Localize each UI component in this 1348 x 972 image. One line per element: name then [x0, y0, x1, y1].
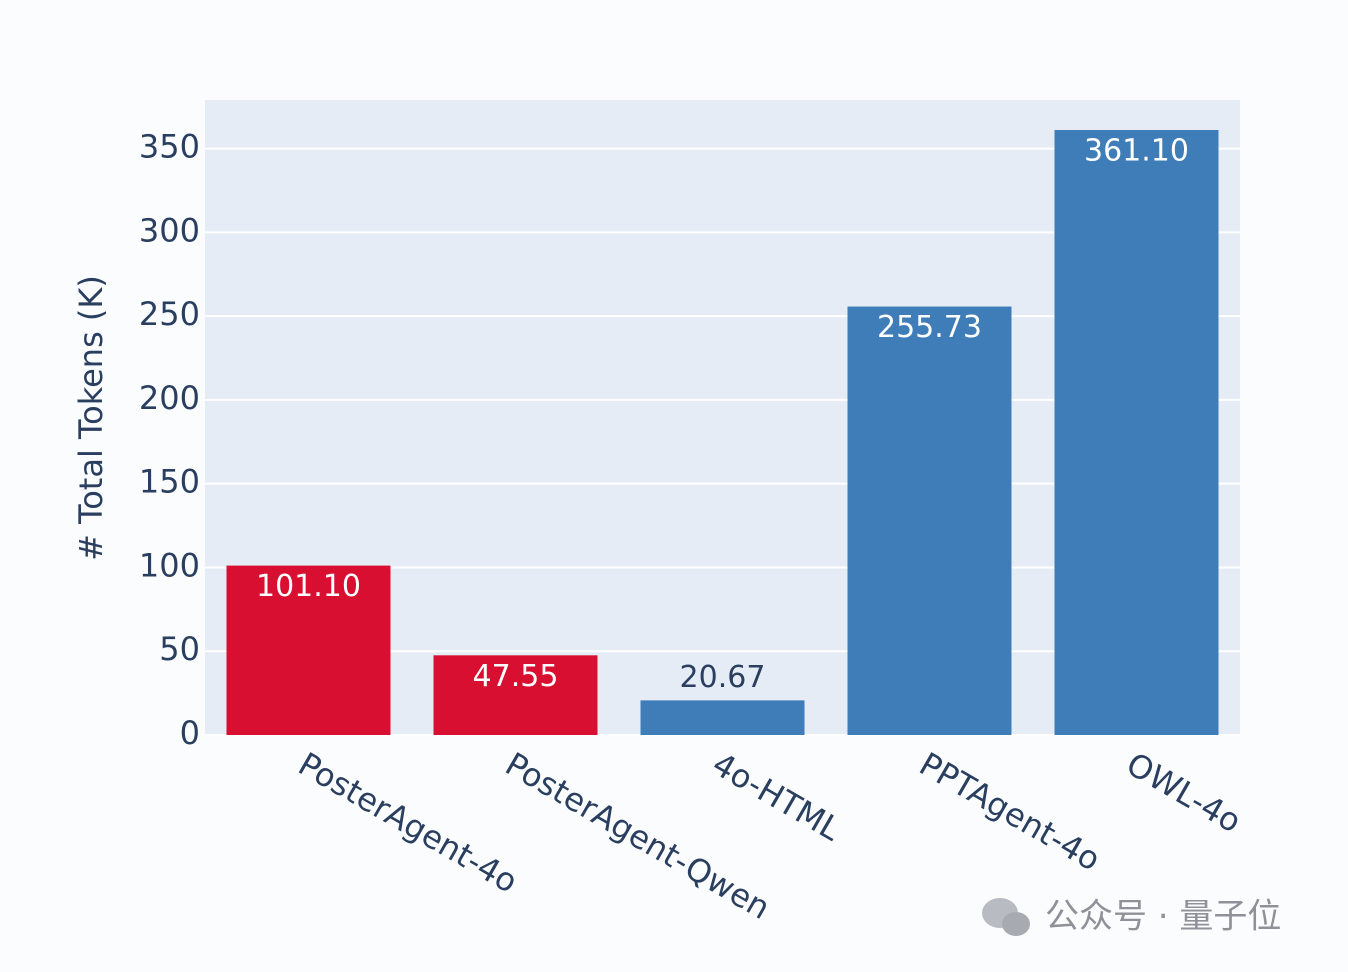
bar	[1054, 129, 1219, 735]
y-tick-label: 350	[139, 128, 200, 166]
value-label: 20.67	[680, 660, 766, 695]
bar	[433, 655, 598, 735]
bar	[640, 700, 805, 735]
x-tick-label: 4o-HTML	[706, 745, 847, 849]
watermark-icon	[982, 898, 1030, 936]
value-label: 47.55	[473, 659, 559, 694]
x-tick-label: PosterAgent-4o	[292, 745, 524, 901]
x-tick-label: OWL-4o	[1120, 745, 1248, 841]
bar	[847, 306, 1012, 735]
watermark: 公众号 · 量子位	[1045, 897, 1281, 937]
y-tick-label: 150	[139, 463, 200, 501]
y-tick-label: 50	[159, 630, 200, 668]
value-label: 255.73	[877, 310, 982, 345]
value-label: 361.10	[1084, 133, 1189, 168]
y-tick-label: 300	[139, 211, 200, 249]
x-tick-label: PPTAgent-4o	[913, 745, 1107, 879]
y-tick-label: 200	[139, 379, 200, 417]
value-label: 101.10	[256, 569, 361, 604]
y-tick-label: 0	[180, 714, 200, 752]
y-tick-label: 250	[139, 295, 200, 333]
bar	[226, 565, 391, 735]
y-tick-label: 100	[139, 546, 200, 584]
y-axis-title: # Total Tokens (K)	[72, 275, 110, 561]
